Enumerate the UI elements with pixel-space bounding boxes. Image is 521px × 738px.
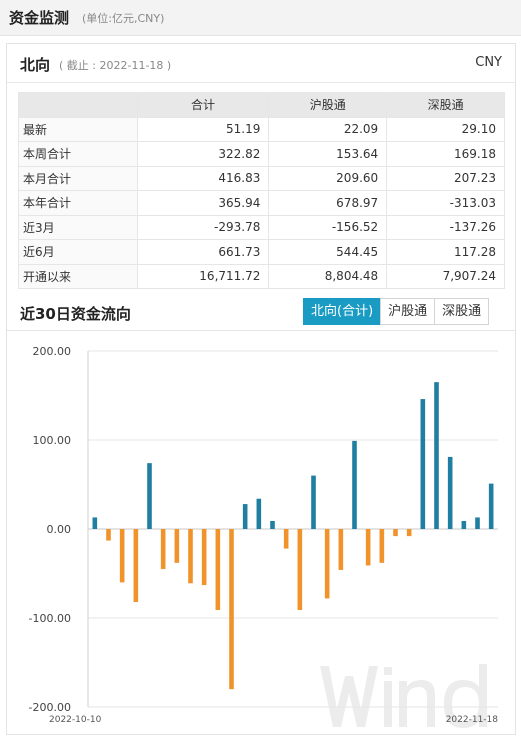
table-row: 本月合计 416.83 209.60 207.23	[18, 165, 505, 191]
northbound-table: 合计 沪股通 深股通 最新 51.19 22.09 29.10 本周合计 322…	[18, 92, 505, 289]
bar[interactable]	[461, 520, 467, 529]
bar[interactable]	[434, 382, 439, 529]
bar[interactable]	[324, 529, 330, 599]
currency-label: CNY	[475, 55, 502, 70]
bar[interactable]	[270, 520, 275, 529]
flow-chart-title: 近30日资金流向	[20, 305, 131, 323]
bar[interactable]	[242, 504, 248, 529]
row-label: 最新	[18, 116, 138, 142]
bar[interactable]	[297, 529, 303, 610]
bar[interactable]	[119, 529, 125, 583]
page-title: 资金监测	[9, 9, 70, 27]
bar[interactable]	[215, 529, 221, 610]
bar[interactable]	[447, 456, 453, 529]
bar[interactable]	[147, 463, 152, 529]
bar[interactable]	[283, 529, 289, 549]
bar[interactable]	[475, 517, 480, 529]
cell-total: -293.78	[136, 214, 270, 240]
cell-total: 661.73	[136, 239, 270, 265]
row-label: 开通以来	[18, 263, 138, 289]
flow-tabs: 北向(合计) 沪股通 深股通	[303, 298, 490, 325]
cell-sh: 678.97	[268, 190, 388, 216]
table-row: 近6月 661.73 544.45 117.28	[18, 239, 505, 265]
bar[interactable]	[106, 529, 111, 541]
cell-total: 322.82	[136, 141, 270, 167]
y-tick-label: 100.00	[33, 434, 72, 447]
bar[interactable]	[188, 529, 193, 584]
cell-sh: 153.64	[268, 141, 388, 167]
cell-total: 51.19	[136, 116, 270, 142]
cell-sz: 169.18	[386, 141, 505, 167]
cell-sh: 544.45	[268, 239, 388, 265]
bar[interactable]	[201, 529, 207, 586]
bar[interactable]	[311, 475, 316, 529]
table-header-row: 合计 沪股通 深股通	[18, 92, 505, 118]
bar[interactable]	[420, 399, 426, 529]
cell-sz: -137.26	[386, 214, 505, 240]
cell-sz: 29.10	[386, 116, 505, 142]
divider	[7, 82, 515, 83]
bar[interactable]	[256, 498, 262, 529]
cell-sz: -313.03	[386, 190, 505, 216]
y-tick-label: -100.00	[29, 612, 71, 625]
bar[interactable]	[352, 440, 357, 529]
cell-sh: 8,804.48	[268, 263, 388, 289]
cell-total: 16,711.72	[136, 263, 270, 289]
cell-sz: 207.23	[386, 165, 505, 191]
table-row: 最新 51.19 22.09 29.10	[18, 116, 505, 142]
bar[interactable]	[365, 529, 371, 566]
cell-sz: 117.28	[386, 239, 505, 265]
unit-label: (单位:亿元,CNY)	[82, 12, 165, 25]
main-panel: 北向 ( 截止 : 2022-11-18 ) CNY 合计 沪股通 深股通 最新…	[6, 43, 516, 735]
flow-bar-chart: 200.00 100.00 0.00 -100.00 -200.002022-10-10…	[29, 345, 499, 728]
tab-shanghai-connect[interactable]: 沪股通	[380, 298, 436, 325]
cell-sh: 209.60	[268, 165, 388, 191]
cell-sz: 7,907.24	[386, 263, 505, 289]
bar[interactable]	[379, 529, 385, 563]
cell-sh: 22.09	[268, 116, 388, 142]
column-header	[18, 92, 138, 118]
y-tick-label: 200.00	[33, 345, 72, 358]
table-row: 本年合计 365.94 678.97 -313.03	[18, 190, 505, 216]
y-tick-label: 0.00	[47, 523, 72, 536]
table-row: 本周合计 322.82 153.64 169.18	[18, 141, 505, 167]
column-header-total: 合计	[136, 92, 270, 118]
tab-shenzhen-connect[interactable]: 深股通	[434, 298, 490, 325]
row-label: 近3月	[18, 214, 138, 240]
bar[interactable]	[160, 529, 166, 570]
bar[interactable]	[393, 529, 398, 537]
bar[interactable]	[338, 529, 344, 570]
bar[interactable]	[92, 517, 98, 529]
x-tick-label-start: 2022-10-10	[49, 715, 102, 725]
bar[interactable]	[174, 529, 180, 563]
row-label: 本月合计	[18, 165, 138, 191]
wind-watermark	[320, 664, 487, 728]
as-of-date: ( 截止 : 2022-11-18 )	[59, 59, 172, 72]
flow-chart: 200.00 100.00 0.00 -100.00 -200.00 2022-10-10…	[7, 330, 515, 734]
x-tick-label-end: 2022-11-18	[446, 715, 499, 725]
tab-northbound-total[interactable]: 北向(合计)	[303, 298, 382, 325]
y-tick-label: -200.00	[29, 701, 71, 714]
column-header-sh: 沪股通	[268, 92, 388, 118]
bar[interactable]	[229, 529, 234, 690]
row-label: 近6月	[18, 239, 138, 265]
bar[interactable]	[406, 529, 412, 537]
northbound-title: 北向	[20, 56, 51, 74]
bar[interactable]	[488, 483, 494, 529]
table-row: 近3月 -293.78 -156.52 -137.26	[18, 214, 505, 240]
cell-total: 416.83	[136, 165, 270, 191]
row-label: 本年合计	[18, 190, 138, 216]
table-row: 开通以来 16,711.72 8,804.48 7,907.24	[18, 263, 505, 289]
bar[interactable]	[133, 529, 139, 602]
top-bar: 资金监测 (单位:亿元,CNY)	[0, 0, 521, 36]
row-label: 本周合计	[18, 141, 138, 167]
column-header-sz: 深股通	[386, 92, 505, 118]
cell-sh: -156.52	[268, 214, 388, 240]
cell-total: 365.94	[136, 190, 270, 216]
